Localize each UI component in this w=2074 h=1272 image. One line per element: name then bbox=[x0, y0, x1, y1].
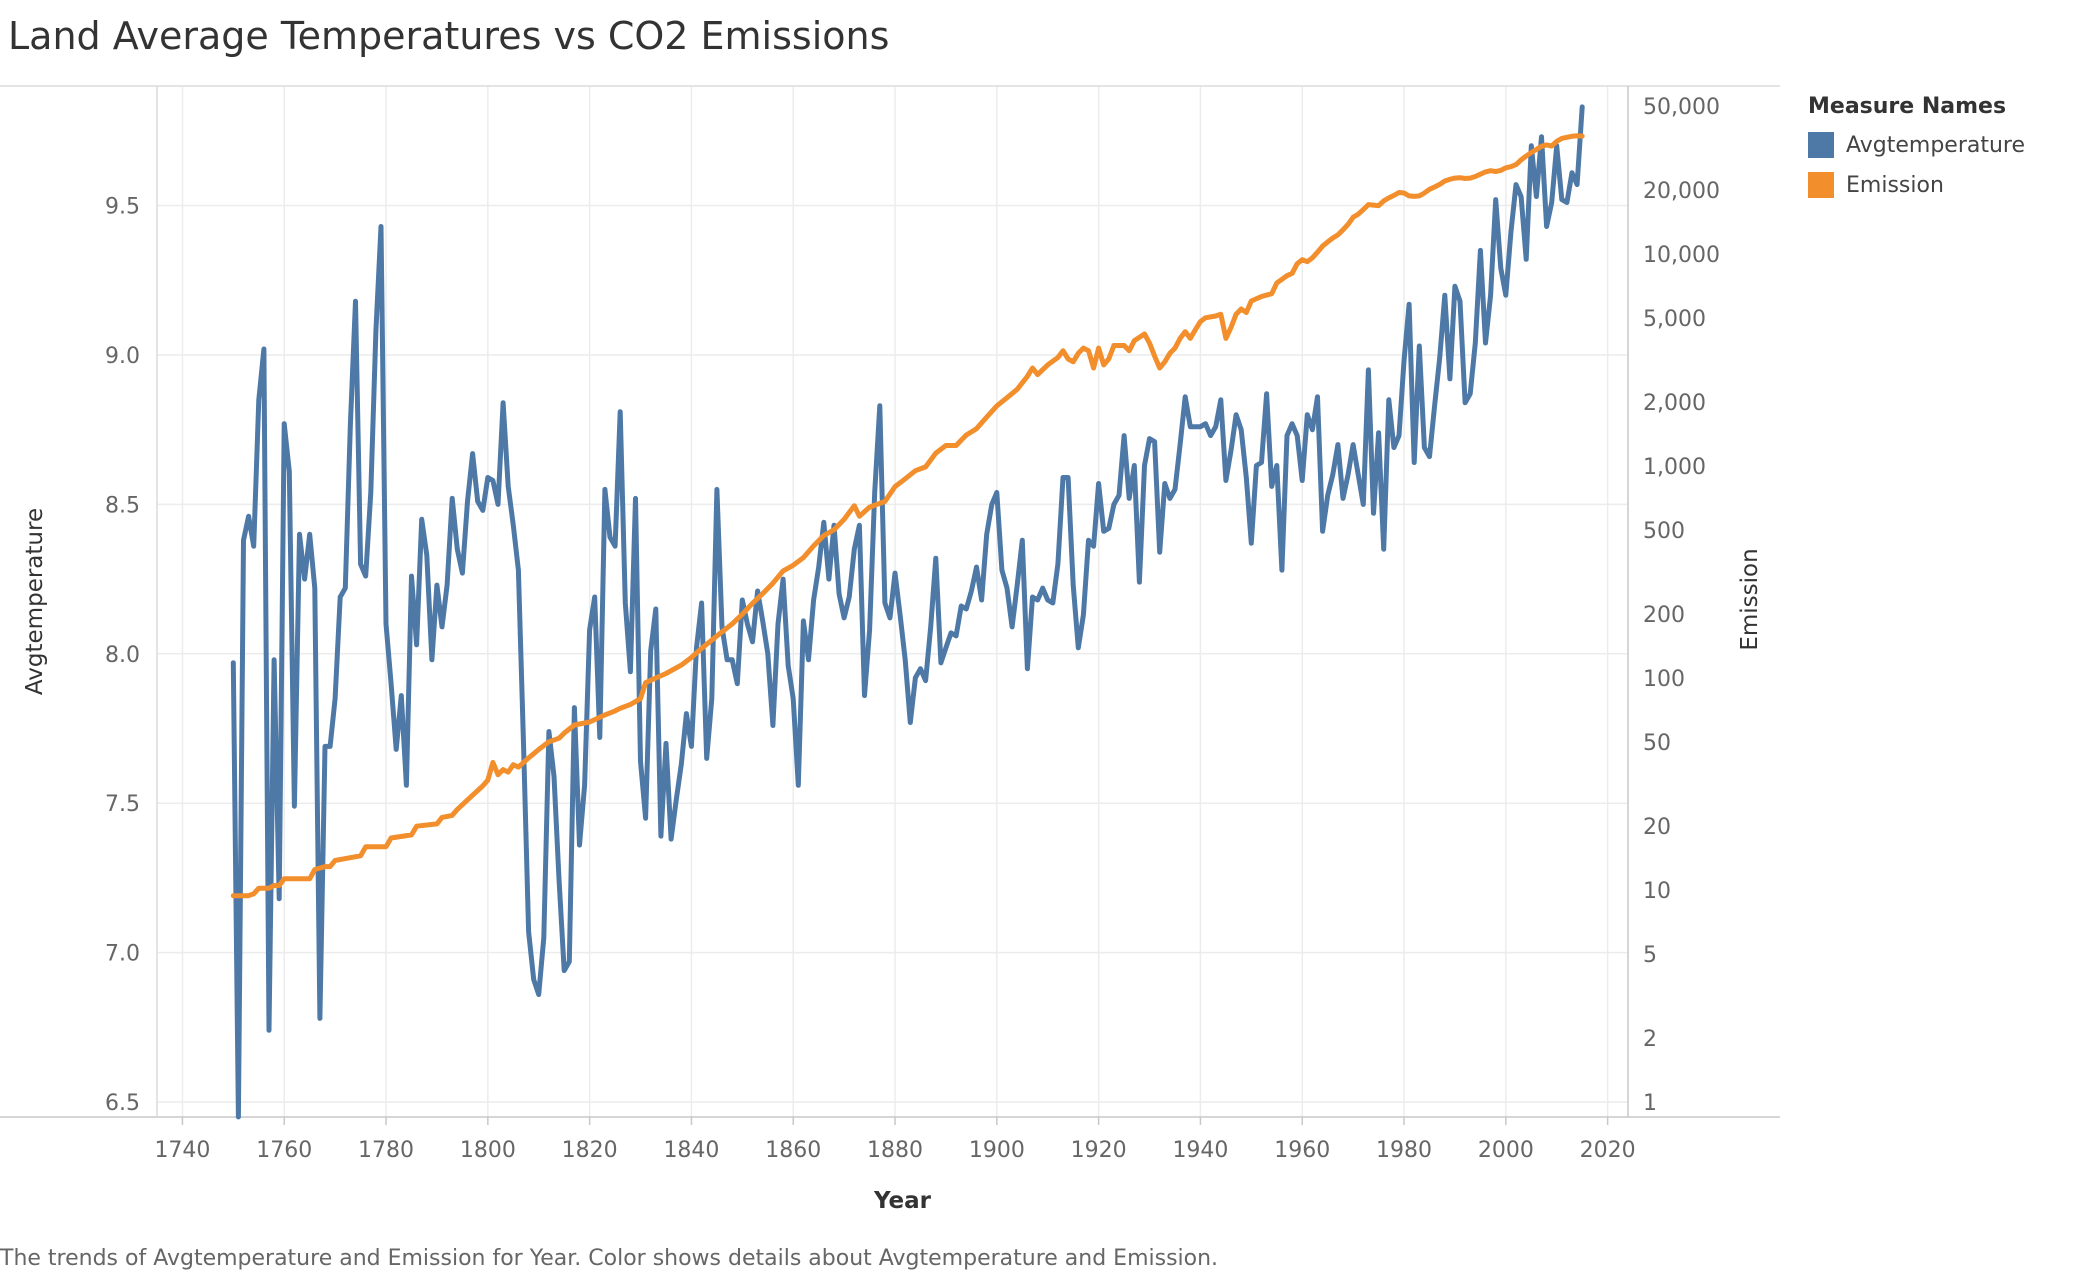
x-tick-label: 1940 bbox=[1172, 1138, 1228, 1163]
x-tick-label: 1860 bbox=[765, 1138, 821, 1163]
chart-title: Land Average Temperatures vs CO2 Emissio… bbox=[8, 14, 890, 58]
x-axis-title: Year bbox=[873, 1188, 932, 1214]
legend-title: Measure Names bbox=[1808, 94, 2007, 119]
y2-tick-label: 500 bbox=[1643, 519, 1685, 544]
y-tick-label: 9.0 bbox=[105, 344, 140, 369]
y-axis-title: Avgtemperature bbox=[22, 508, 48, 695]
y2-tick-label: 10,000 bbox=[1643, 243, 1720, 268]
y2-tick-label: 20 bbox=[1643, 815, 1671, 840]
legend-swatch-emission bbox=[1808, 172, 1834, 198]
x-tick-label: 2000 bbox=[1478, 1138, 1534, 1163]
legend-item-avgtemperature[interactable]: Avgtemperature bbox=[1808, 125, 2025, 165]
y2-tick-label: 2,000 bbox=[1643, 391, 1706, 416]
y2-tick-label: 1,000 bbox=[1643, 455, 1706, 480]
y2-axis-title: Emission bbox=[1737, 548, 1763, 650]
x-tick-label: 2020 bbox=[1580, 1138, 1636, 1163]
x-tick-label: 1880 bbox=[867, 1138, 923, 1163]
y-tick-label: 8.5 bbox=[105, 493, 140, 518]
y2-tick-label: 5 bbox=[1643, 943, 1657, 968]
x-tick-label: 1920 bbox=[1071, 1138, 1127, 1163]
x-tick-label: 1740 bbox=[154, 1138, 210, 1163]
x-tick-label: 1840 bbox=[663, 1138, 719, 1163]
legend: Measure Names Avgtemperature Emission bbox=[1808, 94, 2025, 205]
y2-tick-label: 20,000 bbox=[1643, 179, 1720, 204]
y2-tick-label: 2 bbox=[1643, 1027, 1657, 1052]
y2-tick-label: 200 bbox=[1643, 603, 1685, 628]
y2-tick-label: 1 bbox=[1643, 1091, 1657, 1116]
y2-tick-label: 50 bbox=[1643, 731, 1671, 756]
chart-caption: The trends of Avgtemperature and Emissio… bbox=[0, 1246, 1219, 1271]
legend-item-emission[interactable]: Emission bbox=[1808, 165, 2025, 205]
y-tick-label: 8.0 bbox=[105, 643, 140, 668]
x-tick-label: 1980 bbox=[1376, 1138, 1432, 1163]
y2-tick-label: 50,000 bbox=[1643, 95, 1720, 120]
legend-label-emission: Emission bbox=[1846, 172, 1944, 198]
y-tick-label: 6.5 bbox=[105, 1091, 140, 1116]
y-tick-label: 7.5 bbox=[105, 792, 140, 817]
legend-swatch-avgtemperature bbox=[1808, 132, 1834, 158]
x-tick-label: 1900 bbox=[969, 1138, 1025, 1163]
x-tick-label: 1760 bbox=[256, 1138, 312, 1163]
series-line-avgtemperature bbox=[230, 104, 1585, 1120]
y-tick-label: 9.5 bbox=[105, 195, 140, 220]
y-tick-label: 7.0 bbox=[105, 942, 140, 967]
y2-tick-label: 100 bbox=[1643, 667, 1685, 692]
y2-tick-label: 10 bbox=[1643, 879, 1671, 904]
x-tick-label: 1800 bbox=[460, 1138, 516, 1163]
plot-frame bbox=[0, 85, 1780, 1118]
x-tick-label: 1820 bbox=[562, 1138, 618, 1163]
series-lines bbox=[230, 104, 1585, 1120]
legend-label-avgtemperature: Avgtemperature bbox=[1846, 132, 2026, 158]
y2-tick-label: 5,000 bbox=[1643, 307, 1706, 332]
x-tick-label: 1780 bbox=[358, 1138, 414, 1163]
axes: 1740 1760 1780 1800 1820 1840 1860 1880 1900 1920… bbox=[22, 95, 1763, 1214]
x-tick-label: 1960 bbox=[1274, 1138, 1330, 1163]
series-line-emission bbox=[230, 133, 1585, 899]
